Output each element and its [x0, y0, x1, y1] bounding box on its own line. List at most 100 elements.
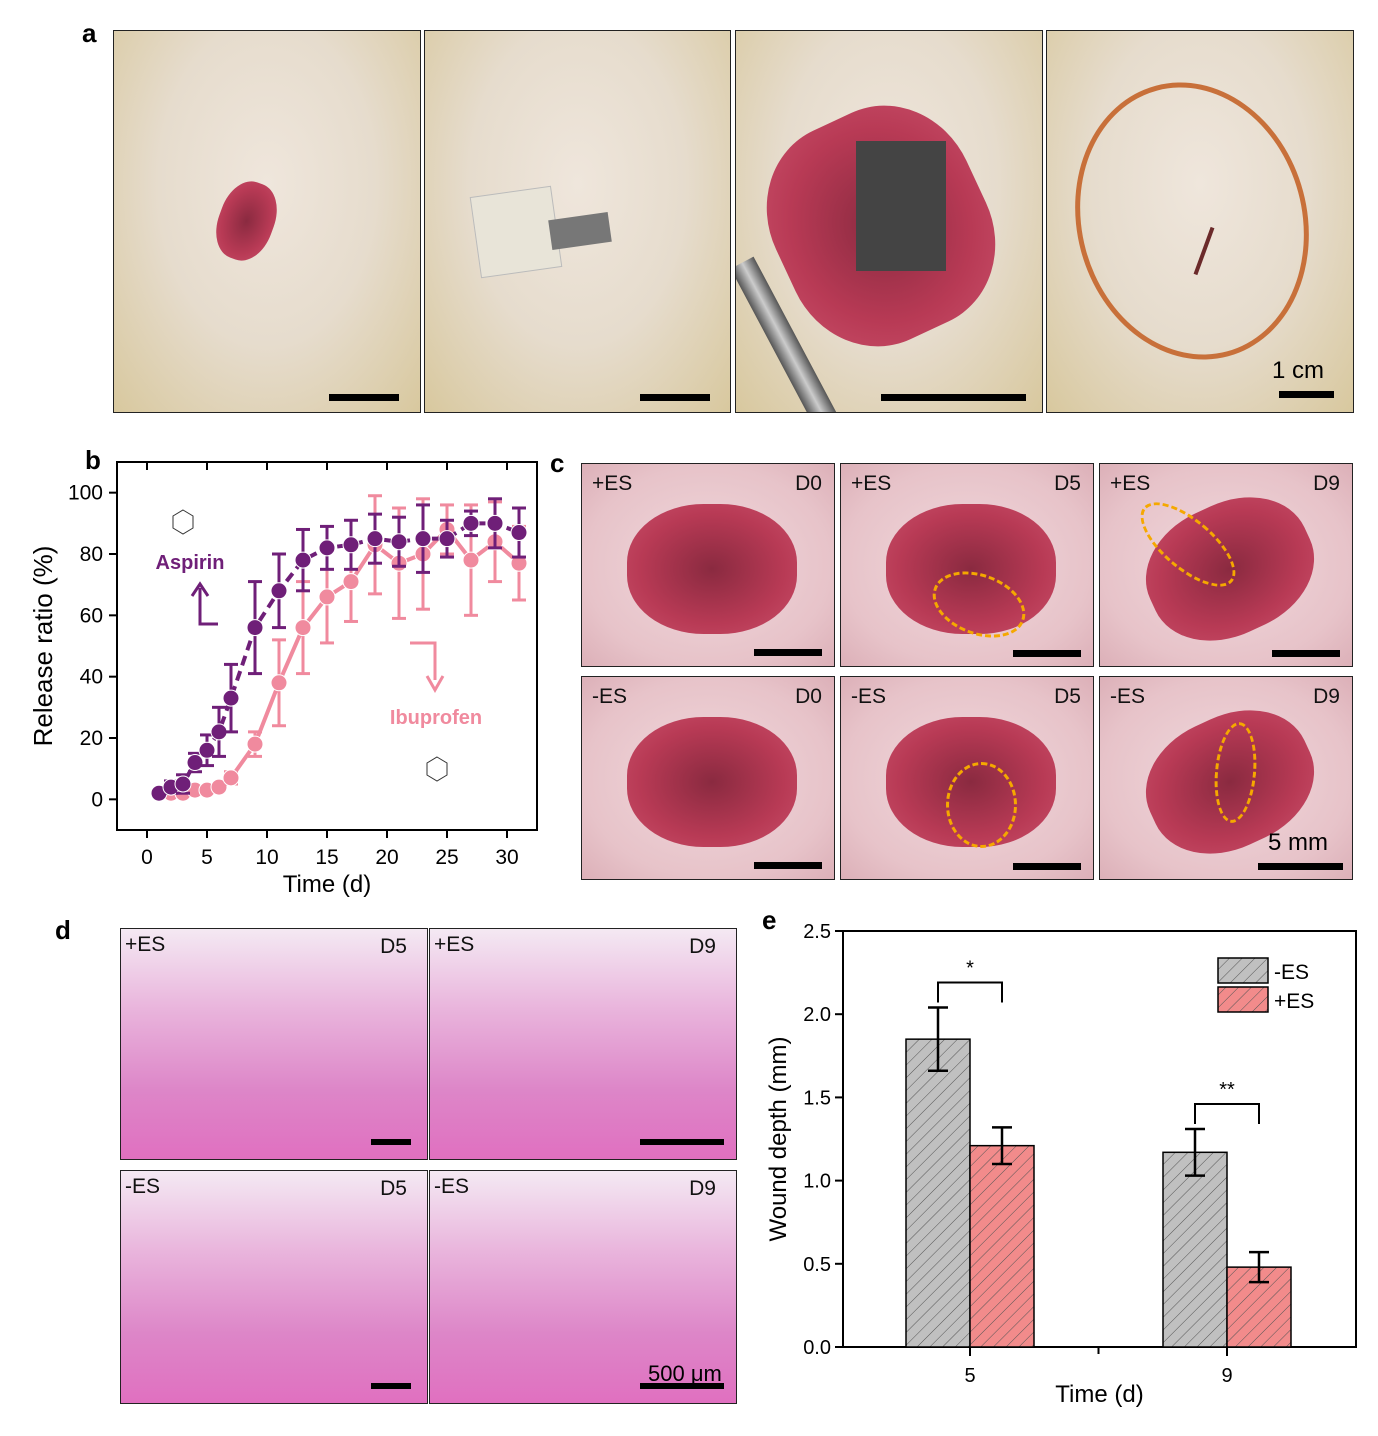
y-tick-label: 1.0 [803, 1171, 831, 1193]
wound-photo: +ES D9 [1099, 463, 1353, 667]
series-label-ibuprofen: Ibuprofen [390, 707, 482, 729]
arrow-up-icon [190, 581, 218, 626]
data-point [342, 536, 360, 554]
data-point [294, 619, 312, 637]
y-tick-label: 80 [80, 543, 103, 566]
y-axis-label: Release ratio (%) [28, 546, 58, 747]
photo-sutured-with-coil: 1 cm [1046, 30, 1354, 413]
bar--ES [905, 1038, 971, 1348]
y-tick-label: 1.5 [803, 1087, 831, 1109]
photo-wound [113, 30, 421, 413]
data-point [270, 674, 288, 692]
scale-bar [1272, 650, 1340, 657]
x-axis-label: Time (d) [283, 871, 371, 898]
data-point [510, 524, 528, 542]
x-tick-label: 5 [964, 1365, 975, 1387]
x-tick-label: 9 [1221, 1365, 1232, 1387]
scale-label: 1 cm [1272, 357, 1325, 384]
panel-label-c: c [550, 448, 565, 478]
y-tick-label: 0.5 [803, 1254, 831, 1276]
wound-photo: +ES D5 [840, 463, 1094, 667]
significance-bracket [937, 981, 1003, 1003]
y-tick-label: 0.0 [803, 1337, 831, 1359]
day-label: D9 [1313, 685, 1340, 708]
y-tick-label: 40 [80, 666, 103, 689]
coil [1047, 56, 1340, 386]
data-point [186, 754, 204, 772]
data-point [486, 514, 504, 532]
x-axis-label: Time (d) [1055, 1381, 1143, 1408]
y-tick-label: 100 [68, 482, 103, 505]
panel-label-e: e [762, 905, 777, 935]
scale-bar [329, 394, 399, 401]
legend-swatch [1217, 986, 1269, 1013]
wound-photo: -ES D0 [581, 676, 835, 880]
release-chart: 0 5 10 15 20 25 30 0 20 40 60 80 100 Time (d) Release … [28, 461, 538, 898]
data-point [438, 530, 456, 548]
ibuprofen-structure [426, 756, 448, 782]
data-point [210, 778, 228, 796]
bar-+ES [969, 1144, 1035, 1348]
wound-photo: -ES D5 [840, 676, 1094, 880]
scale-bar [371, 1383, 411, 1389]
group-label: -ES [125, 1175, 161, 1198]
group-label: -ES [434, 1175, 470, 1198]
data-point [462, 551, 480, 569]
data-point [294, 551, 312, 569]
wound [627, 504, 797, 634]
panel-label-a: a [82, 18, 97, 48]
day-label: D9 [689, 1177, 716, 1200]
wound-photo: +ES D0 [581, 463, 835, 667]
device [856, 141, 946, 271]
x-tick-label: 10 [255, 846, 278, 869]
histology-image: +ES D5 [120, 928, 428, 1160]
significance-marker: * [966, 958, 974, 980]
data-point [246, 619, 264, 637]
day-label: D5 [1054, 685, 1081, 708]
x-tick-label: 0 [141, 846, 153, 869]
photo-device-placed [424, 30, 731, 413]
day-label: D0 [795, 685, 822, 708]
x-tick-label: 25 [435, 846, 458, 869]
series-label-aspirin: Aspirin [156, 552, 225, 574]
data-point [390, 533, 408, 551]
scale-bar [754, 649, 822, 656]
scale-bar [1013, 650, 1081, 657]
scale-bar [640, 1383, 724, 1389]
day-label: D9 [1313, 472, 1340, 495]
group-label: +ES [1110, 472, 1151, 495]
histology-image: -ES D5 [120, 1170, 428, 1404]
scale-bar [754, 862, 822, 869]
wound-depth-chart: 0.0 0.5 1.0 1.5 2.0 2.5 5 * 9 ** Time (d) Wound dep… [765, 921, 1357, 1408]
scale-bar [1258, 863, 1343, 870]
wound-photo: -ES D9 5 mm [1099, 676, 1353, 880]
data-point [342, 573, 360, 591]
data-point [318, 588, 336, 606]
wound [627, 717, 797, 847]
legend-label: +ES [1274, 990, 1314, 1013]
legend-swatch [1217, 957, 1269, 984]
x-tick-label: 5 [201, 846, 213, 869]
scale-label: 500 μm [648, 1361, 722, 1386]
day-label: D5 [1054, 472, 1081, 495]
panel-label-b: b [85, 445, 101, 475]
y-tick-label: 60 [80, 604, 103, 627]
y-tick-label: 2.0 [803, 1004, 831, 1026]
data-point [222, 689, 240, 707]
photo-implant-insertion [735, 30, 1043, 413]
data-point [222, 769, 240, 787]
y-tick-label: 2.5 [803, 921, 831, 943]
scale-bar [640, 394, 710, 401]
data-point [462, 514, 480, 532]
scale-bar [1279, 391, 1334, 398]
group-label: -ES [592, 685, 628, 708]
data-point [246, 735, 264, 753]
significance-marker: ** [1219, 1079, 1235, 1101]
group-label: -ES [851, 685, 887, 708]
scale-bar [371, 1139, 411, 1145]
highlight-oval [946, 762, 1017, 848]
group-label: +ES [434, 933, 475, 956]
group-label: +ES [125, 933, 166, 956]
histology-image: +ES D9 [429, 928, 737, 1160]
